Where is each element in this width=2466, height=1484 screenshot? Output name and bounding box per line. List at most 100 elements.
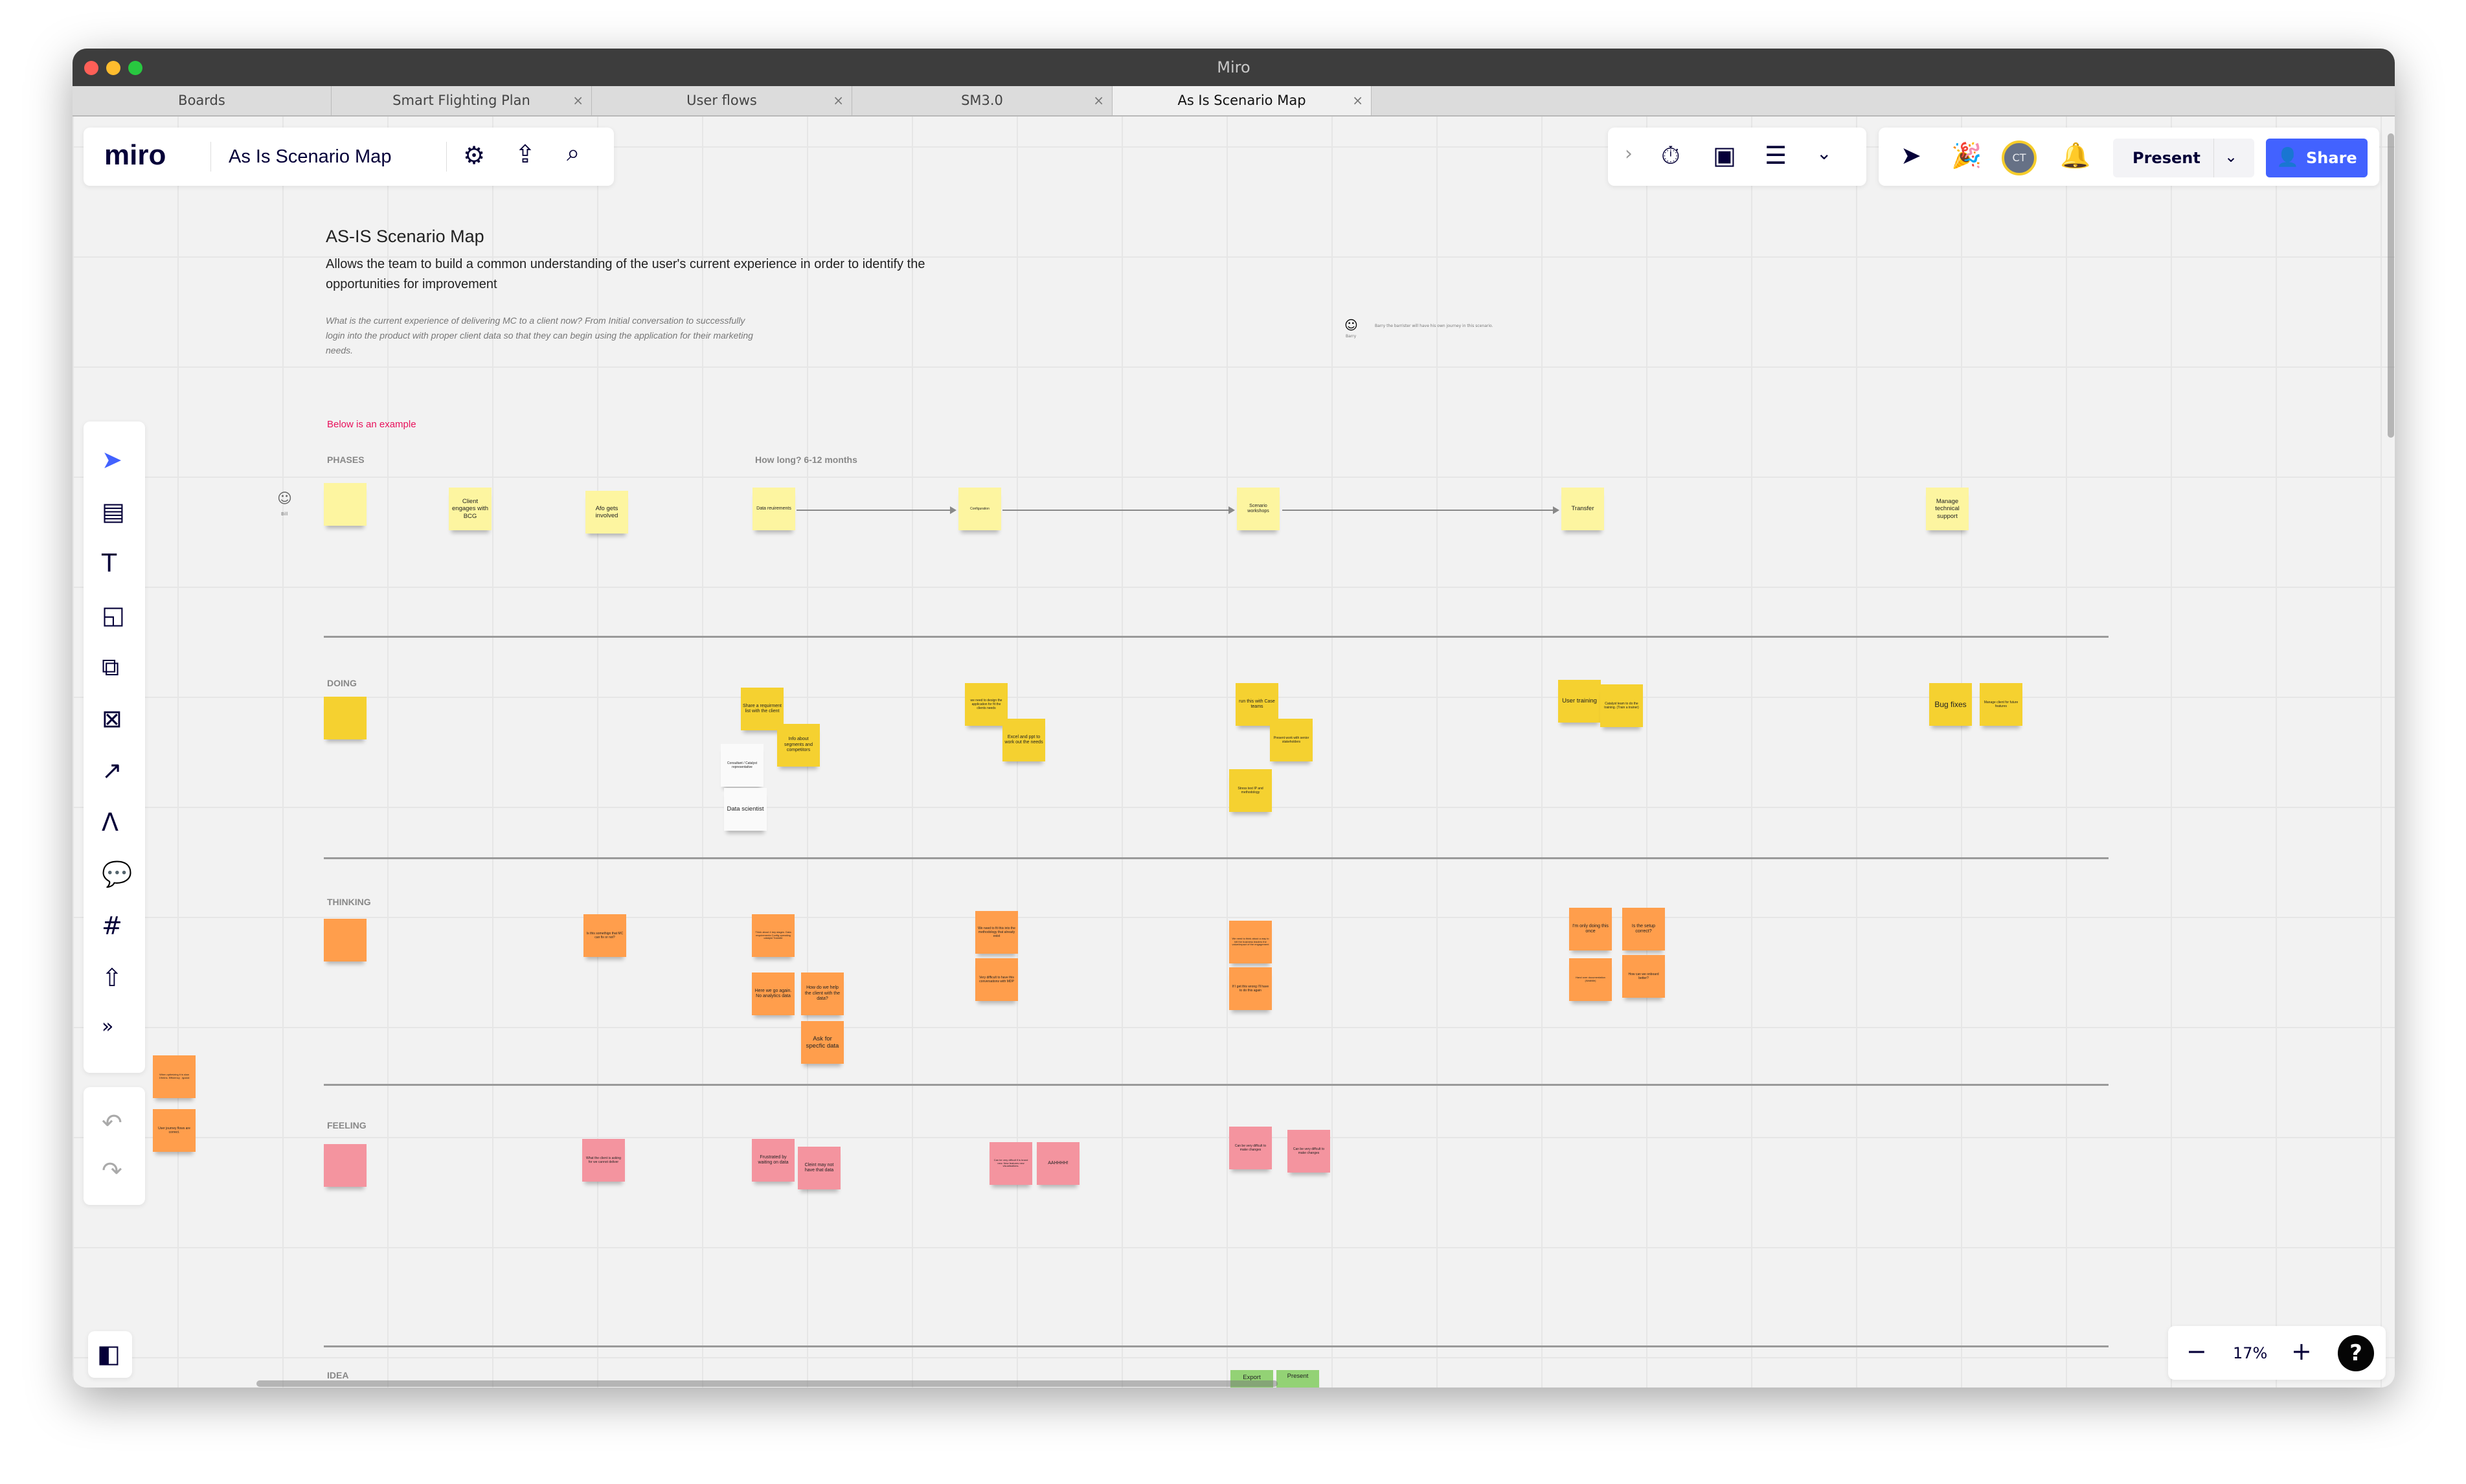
sticky-note[interactable]: Configuration <box>958 488 1001 530</box>
sticky-note[interactable]: Manage technical support <box>1926 488 1969 530</box>
tab-boards[interactable]: Boards <box>73 86 332 115</box>
sticky-note[interactable]: Cleint may not have that data <box>798 1147 841 1189</box>
sticky-note[interactable]: Hand over documentation (WalkMe) <box>1569 958 1612 1001</box>
sticky-note[interactable]: Is this somethign that MC can fix or not… <box>583 914 626 957</box>
pen-icon[interactable]: Λ <box>102 808 119 837</box>
vertical-scrollbar[interactable] <box>2388 133 2394 438</box>
sticky-note[interactable]: Transfer <box>1561 488 1604 530</box>
sticky-note[interactable]: How can we onboard better? <box>1622 955 1665 998</box>
sticky-note[interactable]: Ask for specfic data <box>801 1021 844 1064</box>
templates-icon[interactable]: ▤ <box>102 497 125 526</box>
sticky-note[interactable]: If I get this wrong I'll have to do this… <box>1229 967 1272 1010</box>
sticky-note[interactable]: Bug fixes <box>1929 683 1972 726</box>
close-tab-icon[interactable]: × <box>833 93 844 108</box>
present-button[interactable]: Present ⌄ <box>2113 139 2254 177</box>
miro-logo[interactable]: miro <box>104 139 166 171</box>
sticky-note[interactable]: Scenario workshops <box>1237 488 1280 530</box>
horizontal-scrollbar[interactable] <box>256 1380 1278 1387</box>
timer-icon[interactable]: ⏱ <box>1661 141 1680 170</box>
undo-icon[interactable]: ↶ <box>102 1108 122 1137</box>
video-card-icon[interactable]: ▣ <box>1713 141 1736 170</box>
notes-list-icon[interactable]: ☰ <box>1765 141 1787 170</box>
sticky-note[interactable]: I'm only doing this once <box>1569 908 1612 950</box>
search-icon[interactable]: ⌕ <box>567 140 580 166</box>
connector-arrow[interactable] <box>1002 506 1235 514</box>
export-upload-icon[interactable]: ⇪ <box>515 140 536 168</box>
sticky-note[interactable]: Present <box>1276 1370 1319 1388</box>
sticky-note[interactable] <box>324 1144 367 1187</box>
select-cursor-icon[interactable]: ➤ <box>102 445 122 474</box>
share-button[interactable]: 👤 Share <box>2266 139 2368 177</box>
user-avatar[interactable]: CT <box>2002 141 2037 175</box>
celebrate-icon[interactable]: 🎉 <box>1951 141 1982 170</box>
sticky-note[interactable]: Can be very diffcult if is brand new. Ne… <box>990 1142 1032 1185</box>
zoom-out-minus-icon[interactable]: − <box>2186 1337 2207 1366</box>
sticky-note[interactable]: Stress test IP and methodology <box>1229 769 1272 812</box>
comment-icon[interactable]: 💬 <box>102 860 133 888</box>
sticky-note[interactable]: When optimizing it is slow 19mins. Effic… <box>153 1055 196 1098</box>
close-tab-icon[interactable]: × <box>572 93 583 108</box>
close-tab-icon[interactable]: × <box>1093 93 1104 108</box>
sticky-note[interactable] <box>324 919 367 961</box>
text-icon[interactable]: T <box>102 549 117 578</box>
more-tools-icon[interactable]: » <box>102 1015 114 1038</box>
board-name[interactable]: As Is Scenario Map <box>229 146 392 167</box>
sticky-note[interactable]: AAHHHH! <box>1037 1142 1080 1185</box>
sticky-note[interactable]: How do we help the client with the data? <box>801 972 844 1015</box>
sticky-note[interactable]: We need to think about a way to tell the… <box>1229 921 1272 963</box>
sticky-note[interactable]: Very difficult to have this conversation… <box>975 958 1018 1001</box>
cursor-follow-icon[interactable]: ➤ <box>1901 141 1921 170</box>
sticky-note[interactable]: Frustrated by waiting on data <box>752 1139 795 1182</box>
sticky-note[interactable]: Present work with senior stakeholders <box>1270 719 1313 761</box>
tab-sm3[interactable]: SM3.0 × <box>852 86 1113 115</box>
redo-icon[interactable]: ↷ <box>102 1156 122 1185</box>
tab-user-flows[interactable]: User flows × <box>592 86 852 115</box>
maximize-window-button[interactable] <box>128 61 142 75</box>
sticky-note[interactable]: Is the setup correct? <box>1622 908 1665 950</box>
frame-icon[interactable]: # <box>102 912 122 940</box>
sticky-note[interactable]: Can be very diffcult to make changes <box>1229 1127 1272 1169</box>
sticky-note[interactable]: Can be very diffcult to make changes <box>1287 1130 1330 1173</box>
sticky-note[interactable]: Here we go again. No analytics data <box>752 972 795 1015</box>
zoom-in-plus-icon[interactable]: + <box>2291 1337 2312 1366</box>
sticky-note[interactable]: Manage client for future features <box>1980 683 2022 726</box>
sticky-note[interactable]: We need to fit this into the methodology… <box>975 911 1018 954</box>
settings-gear-icon[interactable]: ⚙ <box>463 141 486 170</box>
sticky-note[interactable]: User training <box>1558 680 1601 723</box>
sticky-note[interactable] <box>324 483 367 526</box>
sticky-note[interactable]: Consultant / Catalyst representative <box>721 744 764 787</box>
shapes-icon[interactable]: ⧉ <box>102 653 120 681</box>
upload-icon[interactable]: ⇧ <box>102 963 122 992</box>
connection-line-icon[interactable]: ↗ <box>102 756 122 785</box>
close-tab-icon[interactable]: × <box>1352 93 1363 108</box>
sticky-note[interactable]: Afo gets involved <box>585 491 628 534</box>
connector-arrow[interactable] <box>1282 506 1559 514</box>
notifications-bell-icon[interactable]: 🔔 <box>2060 141 2091 170</box>
minimize-window-button[interactable] <box>106 61 120 75</box>
sticky-note-icon[interactable]: ◱ <box>102 601 125 629</box>
sticky-note[interactable]: we need to design the application for fi… <box>965 683 1008 726</box>
board-canvas[interactable]: AS-IS Scenario Map Allows the team to bu… <box>73 117 2395 1388</box>
tab-smart-flighting-plan[interactable]: Smart Flighting Plan × <box>332 86 592 115</box>
close-window-button[interactable] <box>84 61 98 75</box>
sticky-note[interactable]: Catalyst team to do the training. (Train… <box>1600 684 1643 727</box>
zoom-level[interactable]: 17% <box>2233 1344 2268 1362</box>
sticky-note[interactable]: Data scientist <box>724 788 767 831</box>
sticky-note[interactable]: Info about segments and competitors <box>777 724 820 767</box>
sticky-note[interactable]: Share a requirment list with the client <box>741 688 784 730</box>
sticky-note[interactable]: What the client is asking for we cannot … <box>582 1139 625 1182</box>
more-chevrons-down-icon[interactable]: ⌄ <box>1816 142 1832 164</box>
frame-x-icon[interactable]: ⊠ <box>102 704 122 733</box>
expand-chevron-right-icon[interactable]: › <box>1625 142 1633 165</box>
frames-panel-button[interactable]: ◧ <box>88 1331 132 1378</box>
sticky-note[interactable]: Think about 4 key stages. Data requireme… <box>752 914 795 957</box>
sticky-note[interactable]: User journey flows are correct. <box>153 1109 196 1152</box>
sticky-note[interactable]: Excel and ppt to work out the needs <box>1002 719 1045 761</box>
connector-arrow[interactable] <box>797 506 956 514</box>
sticky-note[interactable]: Data reuirements <box>752 488 795 530</box>
sticky-note[interactable] <box>324 697 367 739</box>
tab-as-is-scenario-map[interactable]: As Is Scenario Map × <box>1113 86 1372 115</box>
sticky-note[interactable]: Client engages with BCG <box>449 488 492 530</box>
present-options-chevron-icon[interactable]: ⌄ <box>2224 148 2238 166</box>
help-question-icon[interactable]: ? <box>2338 1335 2374 1371</box>
